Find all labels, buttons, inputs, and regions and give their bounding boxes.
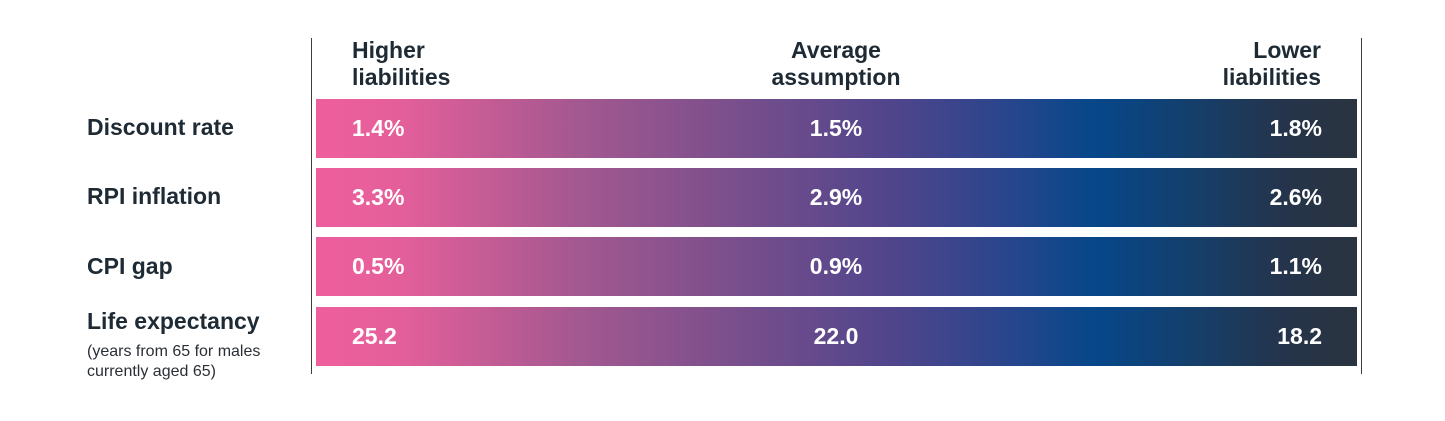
bar-discount-rate: 1.4% 1.5% 1.8% <box>316 99 1357 158</box>
value-rpi-inflation-higher: 3.3% <box>352 184 405 210</box>
value-rpi-inflation-average: 2.9% <box>809 184 863 210</box>
value-discount-rate-average: 1.5% <box>809 115 863 141</box>
value-discount-rate-higher: 1.4% <box>352 115 405 141</box>
bar-life-expectancy: 25.2 22.0 18.2 <box>316 307 1357 366</box>
column-header-higher-liabilities: Higher liabilities <box>352 37 451 90</box>
value-life-expectancy-average: 22.0 <box>813 323 859 349</box>
value-cpi-gap-higher: 0.5% <box>352 253 405 279</box>
value-life-expectancy-higher: 25.2 <box>352 323 397 349</box>
right-divider-line <box>1361 38 1362 374</box>
value-cpi-gap-average: 0.9% <box>809 253 863 279</box>
bar-cpi-gap: 0.5% 0.9% 1.1% <box>316 237 1357 296</box>
value-rpi-inflation-lower: 2.6% <box>1269 184 1322 210</box>
left-divider-line <box>311 38 312 374</box>
row-label-life-expectancy: Life expectancy <box>87 308 260 334</box>
column-header-average-assumption: Average assumption <box>771 37 901 90</box>
column-header-lower-liabilities: Lower liabilities <box>1222 37 1321 90</box>
row-sublabel-life-expectancy: (years from 65 for males currently aged … <box>87 343 261 380</box>
value-life-expectancy-lower: 18.2 <box>1277 323 1322 349</box>
value-cpi-gap-lower: 1.1% <box>1269 253 1322 279</box>
bar-rpi-inflation: 3.3% 2.9% 2.6% <box>316 168 1357 227</box>
row-label-cpi-gap: CPI gap <box>87 253 173 279</box>
value-discount-rate-lower: 1.8% <box>1269 115 1322 141</box>
row-label-rpi-inflation: RPI inflation <box>87 183 222 209</box>
row-label-discount-rate: Discount rate <box>87 114 234 140</box>
